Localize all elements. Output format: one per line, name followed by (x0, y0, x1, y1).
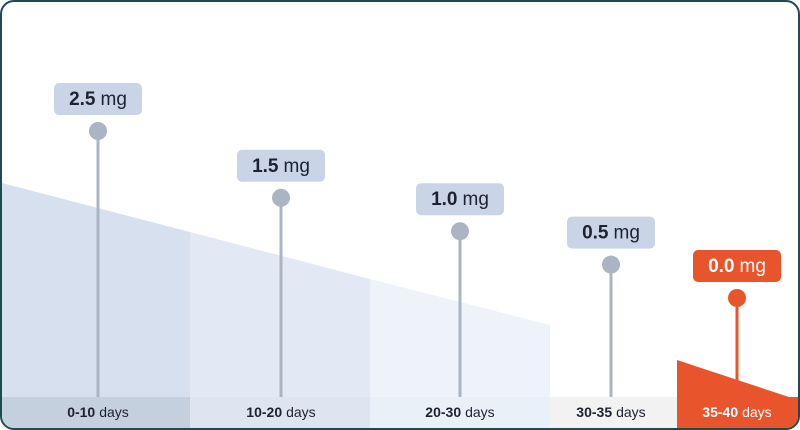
value: 1.0 (431, 189, 457, 210)
unit: mg (284, 156, 310, 177)
label-box (567, 216, 655, 249)
x-tick-label: 30-35 days (576, 404, 645, 420)
unit: mg (740, 256, 766, 277)
period: 35-40 (702, 404, 738, 420)
unit: mg (463, 189, 489, 210)
period: 0-10 (67, 404, 95, 420)
dot (602, 255, 620, 274)
period-unit: days (616, 404, 646, 420)
value: 0.5 (582, 223, 609, 244)
value-label: 0.5 mg (582, 223, 640, 244)
label-box (416, 183, 504, 216)
x-tick-label: 35-40 days (702, 404, 771, 420)
cell (677, 397, 798, 428)
period-unit: days (742, 404, 772, 420)
label-box (54, 83, 142, 115)
dot (451, 222, 469, 241)
period-unit: days (465, 404, 495, 420)
period-unit: days (286, 404, 316, 420)
period: 20-30 (425, 404, 461, 420)
value: 0.0 (708, 256, 734, 277)
dot (728, 289, 746, 307)
value: 2.5 (69, 89, 96, 110)
period: 30-35 (576, 404, 612, 420)
period-unit: days (99, 404, 129, 420)
value-label: 2.5 mg (69, 89, 127, 110)
cell (550, 397, 677, 428)
dot (272, 188, 290, 207)
x-tick-label: 10-20 days (246, 404, 315, 420)
value: 1.5 (252, 156, 279, 177)
cell (190, 397, 370, 428)
shade (2, 183, 190, 397)
unit: mg (101, 89, 127, 110)
period: 10-20 (246, 404, 282, 420)
cell (2, 397, 190, 428)
cell (370, 397, 550, 428)
dot (89, 122, 107, 140)
value-label: 1.0 mg (431, 189, 489, 210)
x-tick-label: 0-10 days (67, 404, 129, 420)
value-label: 1.5 mg (252, 156, 310, 177)
value-label: 0.0 mg (708, 256, 766, 277)
label-box (237, 149, 325, 182)
unit: mg (614, 223, 640, 244)
label-box (693, 250, 781, 282)
x-tick-label: 20-30 days (425, 404, 494, 420)
